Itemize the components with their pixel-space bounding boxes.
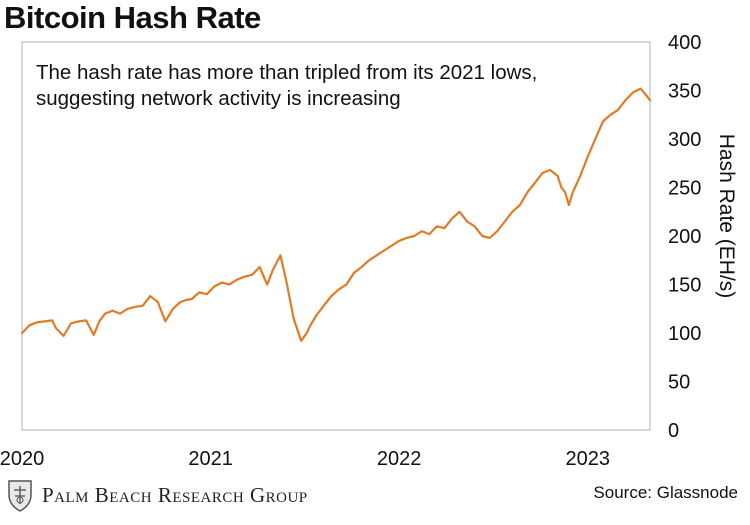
brand-name: Palm Beach Research Group bbox=[42, 482, 308, 507]
y-tick-label: 300 bbox=[668, 129, 701, 151]
y-axis-ticks: 0 50 100 150 200 250 300 350 400 bbox=[668, 32, 701, 442]
y-tick-label: 250 bbox=[668, 178, 701, 200]
y-tick-label: 200 bbox=[668, 226, 701, 248]
plot-area-frame bbox=[21, 41, 651, 431]
y-tick-label: 100 bbox=[668, 323, 701, 345]
chart-title: Bitcoin Hash Rate bbox=[4, 0, 261, 35]
y-tick-label: 400 bbox=[668, 32, 701, 54]
source-label: Source: Glassnode bbox=[593, 483, 738, 502]
y-tick-label: 50 bbox=[668, 372, 690, 394]
annotation-line-2: suggesting network activity is increasin… bbox=[36, 87, 401, 110]
brand-logo: Palm Beach Research Group bbox=[6, 478, 308, 512]
x-axis-ticks: 2020 2021 2022 2023 bbox=[0, 448, 610, 470]
y-tick-label: 150 bbox=[668, 275, 701, 297]
annotation-line-1: The hash rate has more than tripled from… bbox=[36, 61, 537, 84]
crest-icon bbox=[8, 480, 32, 512]
x-tick-label: 2022 bbox=[377, 448, 422, 470]
x-tick-label: 2021 bbox=[188, 448, 233, 470]
y-tick-label: 0 bbox=[668, 420, 679, 442]
series-line-hash-rate bbox=[20, 87, 652, 342]
y-axis-label: Hash Rate (EH/s) bbox=[715, 134, 738, 299]
x-tick-label: 2020 bbox=[0, 448, 44, 470]
x-tick-label: 2023 bbox=[566, 448, 611, 470]
y-tick-label: 350 bbox=[668, 81, 701, 103]
